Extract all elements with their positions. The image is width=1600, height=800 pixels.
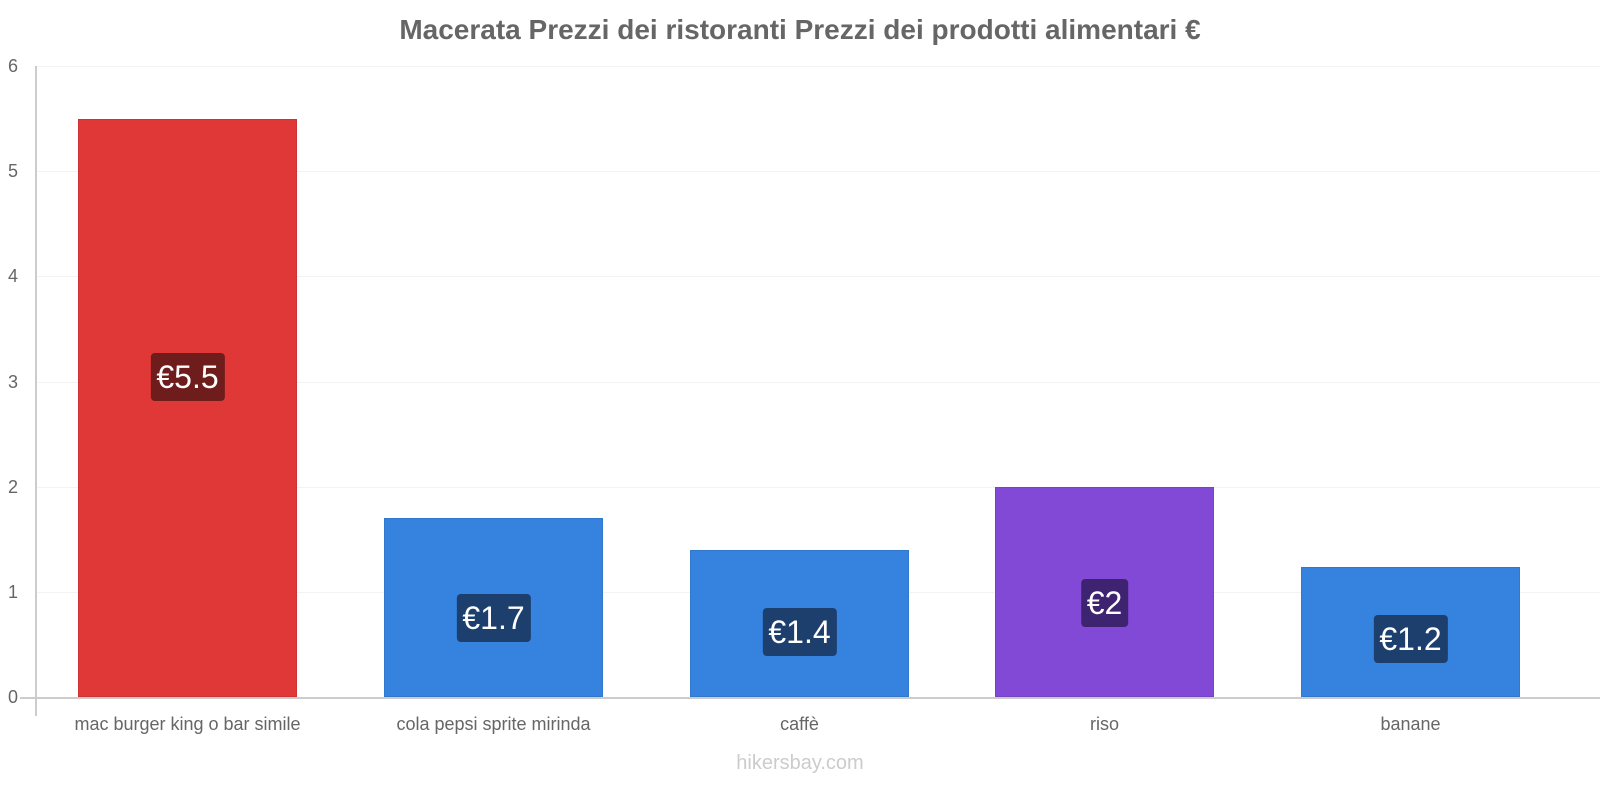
y-tick-label: 6 [8,56,19,76]
y-tick-label: 2 [8,476,19,497]
gridline [36,486,1600,488]
x-axis-label: mac burger king o bar simile [74,714,301,734]
x-axis-line [20,697,1600,699]
gridline [36,381,1600,383]
chart-title: Macerata Prezzi dei ristoranti Prezzi de… [399,14,1201,45]
gridline [36,171,1600,173]
y-tick-label: 0 [8,687,19,707]
y-axis-line [35,66,37,716]
gridline [36,276,1600,278]
x-axis-label: cola pepsi sprite mirinda [396,714,591,734]
x-axis-label: caffè [780,714,819,734]
bar-value-label: €5.5 [150,352,225,401]
x-axis-label: banane [1380,714,1441,734]
bar[interactable]: €1.7 [384,518,603,697]
bar-value-label: €1.7 [456,593,531,642]
bar[interactable]: €5.5 [78,118,297,697]
gridline [36,66,1600,67]
bar-value-label: €2 [1080,579,1129,628]
bar-value-label: €1.2 [1373,615,1448,664]
y-tick-label: 3 [8,371,19,392]
watermark: hikersbay.com [736,752,864,774]
bar-value-label: €1.4 [762,607,837,656]
bar[interactable]: €2 [995,486,1214,697]
bar[interactable]: €1.2 [1301,566,1520,697]
y-tick-label: 1 [8,581,19,602]
y-tick-label: 5 [8,161,19,182]
bar[interactable]: €1.4 [690,549,909,697]
x-axis-label: riso [1089,714,1119,734]
y-tick-label: 4 [8,266,19,287]
